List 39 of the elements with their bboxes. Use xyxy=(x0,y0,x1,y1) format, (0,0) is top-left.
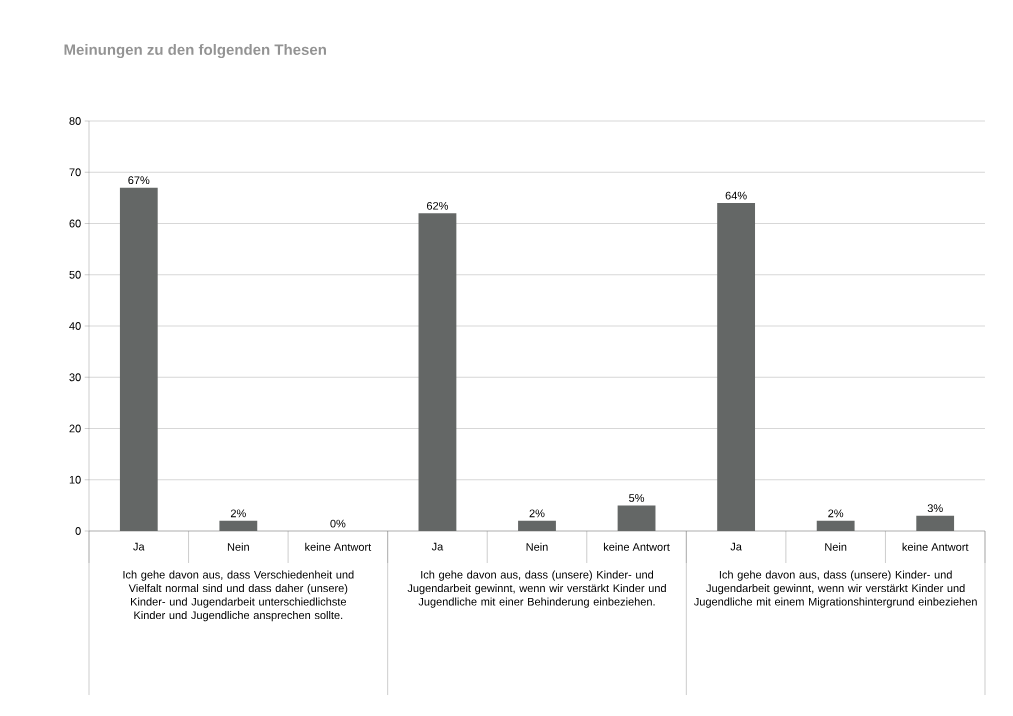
data-label: 5% xyxy=(629,494,645,502)
bar xyxy=(617,505,656,531)
y-tick-label: 20 xyxy=(69,424,81,433)
text: Ich gehe davon aus, dass (unsere) Kinder- und Jugendarbeit gewinnt, wenn wir verstärkt Kinder und Jugendliche mit einer Behinderung einbeziehen. xyxy=(407,570,666,608)
data-label: 0% xyxy=(330,519,346,528)
y-tick-label: 0 xyxy=(75,527,81,535)
y-tick-label: 30 xyxy=(69,373,81,382)
y-tick-label: 50 xyxy=(69,270,81,279)
bar xyxy=(119,187,158,531)
bar xyxy=(219,520,258,531)
y-tick-label: 40 xyxy=(69,322,81,330)
x-tick-label: keine Antwort xyxy=(305,542,372,551)
x-tick-label: Ja xyxy=(133,542,145,551)
x-tick-label: Nein xyxy=(227,542,249,551)
y-tick-label: 60 xyxy=(69,219,81,228)
bar xyxy=(418,213,457,531)
data-label: 64% xyxy=(725,191,747,200)
y-tick-label: 70 xyxy=(69,168,81,177)
chart-title: Meinungen zu den folgenden Thesen xyxy=(64,43,326,59)
y-tick-label: 10 xyxy=(69,475,81,484)
x-tick-label: keine Antwort xyxy=(902,542,969,551)
data-label: 2% xyxy=(529,509,545,518)
text: Ich gehe davon aus, dass Verschiedenheit und Vielfalt normal sind und dass daher (unsere) Kinder- und Jugendarbeit unterschiedlichste Kinder und Jugendliche ansprechen sollte. xyxy=(123,570,354,622)
text: Ich gehe davon aus, dass (unsere) Kinder- und Jugendarbeit gewinnt, wenn wir verstärkt Kinder und Jugendliche mit einem Migrationshintergrund einbeziehen xyxy=(693,570,977,608)
x-tick-label: Nein xyxy=(825,542,847,551)
bar xyxy=(518,520,556,531)
data-label: 3% xyxy=(927,504,943,513)
x-tick-label: Nein xyxy=(526,542,548,551)
bar xyxy=(916,515,955,531)
data-label: 2% xyxy=(828,509,844,518)
y-tick-label: 80 xyxy=(69,117,81,125)
data-label: 67% xyxy=(128,176,150,185)
x-tick-label: Ja xyxy=(730,542,742,551)
x-tick-label: Ja xyxy=(431,542,444,551)
bar xyxy=(717,203,756,531)
data-label: 2% xyxy=(230,509,246,518)
x-tick-label: keine Antwort xyxy=(603,542,670,551)
bar xyxy=(816,520,855,531)
data-label: 62% xyxy=(427,201,449,210)
